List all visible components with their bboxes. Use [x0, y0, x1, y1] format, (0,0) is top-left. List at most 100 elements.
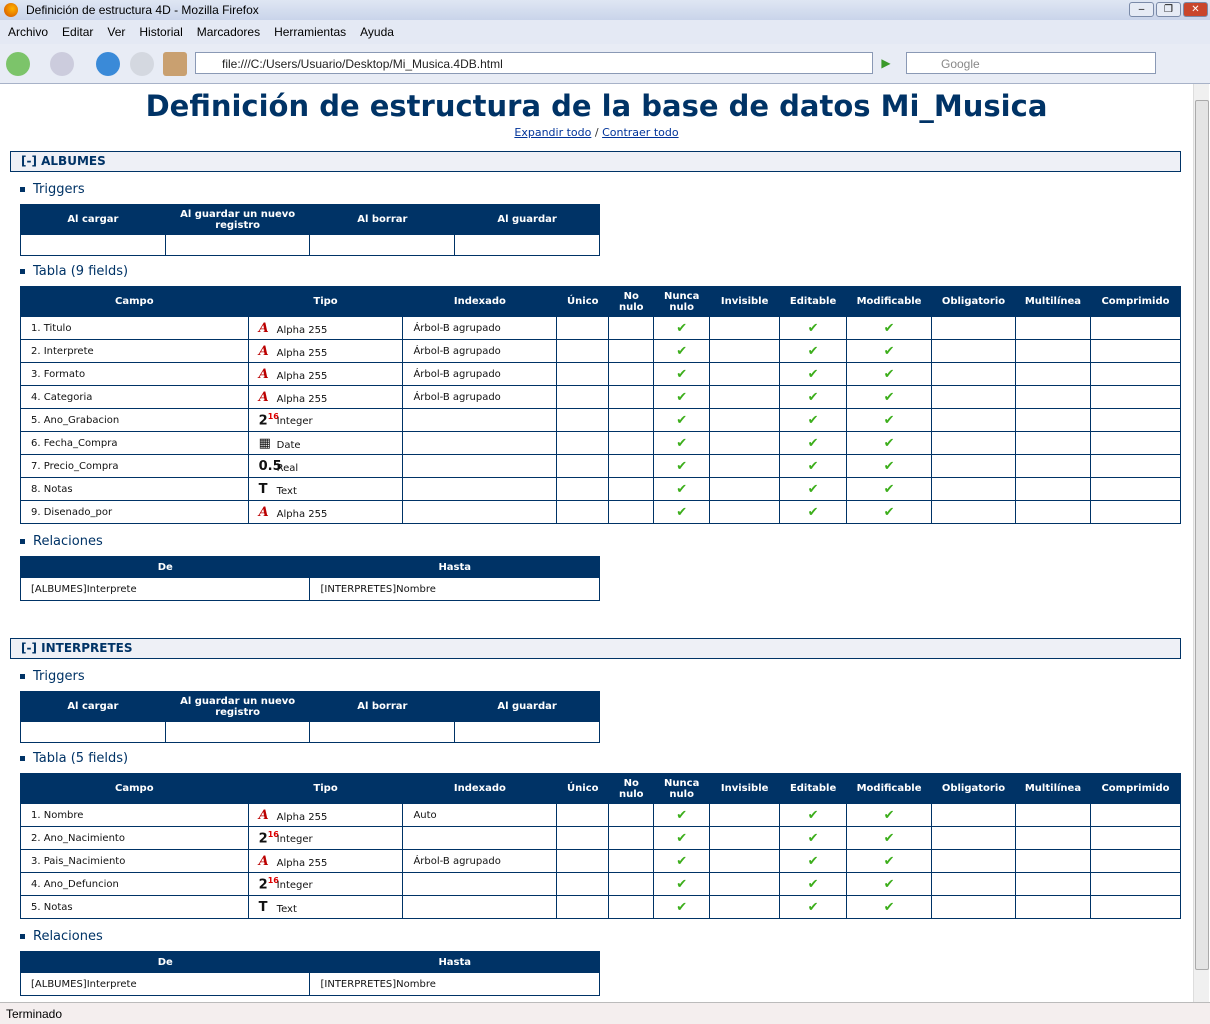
field-index [402, 454, 558, 478]
empty-cell [931, 385, 1016, 409]
maximize-button[interactable]: ❐ [1156, 2, 1181, 17]
menu-herramientas[interactable]: Herramientas [274, 25, 347, 39]
fields-heading: Tabla (5 fields) [20, 751, 128, 766]
url-input[interactable]: file:///C:/Users/Usuario/Desktop/Mi_Musi… [195, 52, 873, 74]
empty-cell [931, 408, 1016, 432]
search-input[interactable]: Google [906, 52, 1156, 74]
field-header: Modificable [846, 773, 933, 804]
scrollbar-thumb[interactable] [1195, 100, 1209, 970]
reload-icon[interactable] [96, 52, 120, 76]
table-section-header[interactable]: [-] ALBUMES [10, 151, 1181, 172]
empty-cell [1089, 454, 1182, 478]
field-type: 0.5Real [247, 454, 404, 478]
fields-label: Tabla (5 fields) [33, 751, 129, 766]
stop-icon[interactable] [130, 52, 154, 76]
empty-cell [556, 454, 610, 478]
checkmark-icon: ✔ [653, 431, 711, 455]
field-type-label: Integer [276, 879, 313, 891]
empty-cell [709, 826, 781, 850]
empty-cell [1089, 362, 1182, 386]
checkmark-icon: ✔ [779, 477, 848, 501]
minimize-button[interactable]: – [1129, 2, 1154, 17]
checkmark-icon: ✔ [846, 477, 933, 501]
empty-cell [709, 895, 781, 919]
relation-row: [ALBUMES]Interprete [INTERPRETES]Nombre [19, 972, 600, 996]
relation-header: Hasta [309, 556, 600, 578]
field-header: Único [556, 773, 610, 804]
empty-cell [1014, 408, 1091, 432]
menu-archivo[interactable]: Archivo [8, 25, 49, 39]
empty-cell [709, 316, 781, 340]
empty-cell [608, 339, 655, 363]
empty-cell [556, 500, 610, 524]
field-header: Nunca nulo [653, 773, 711, 804]
table-section-header[interactable]: [-] INTERPRETES [10, 638, 1181, 659]
menu-editar[interactable]: Editar [62, 25, 94, 39]
field-header: Campo [20, 773, 249, 804]
field-row: 4. Ano_Defuncion 216Integer ✔ ✔ ✔ [20, 872, 1182, 896]
trigger-cell [20, 234, 166, 256]
field-type: A Alpha 255 [247, 362, 404, 386]
empty-cell [931, 316, 1016, 340]
field-index: Árbol-B agrupado [402, 385, 558, 409]
back-icon[interactable] [6, 52, 30, 76]
trigger-header: Al guardar [454, 204, 600, 235]
empty-cell [1089, 339, 1182, 363]
trigger-header: Al guardar un nuevo registro [164, 204, 311, 235]
field-type-label: Alpha 255 [276, 811, 328, 823]
separator: / [594, 126, 599, 139]
menu-ver[interactable]: Ver [107, 25, 126, 39]
firefox-icon [4, 3, 18, 17]
expand-all-link[interactable]: Expandir todo [514, 126, 592, 139]
empty-cell [1014, 454, 1091, 478]
empty-cell [608, 477, 655, 501]
window-titlebar: Definición de estructura 4D - Mozilla Fi… [0, 0, 1210, 20]
field-name: 1. Nombre [20, 803, 249, 827]
fields-heading: Tabla (9 fields) [20, 264, 128, 279]
field-header: No nulo [608, 773, 655, 804]
empty-cell [709, 362, 781, 386]
menu-ayuda[interactable]: Ayuda [360, 25, 394, 39]
alpha-type-icon: A [258, 853, 269, 869]
home-icon[interactable] [163, 52, 187, 76]
empty-cell [556, 895, 610, 919]
forward-icon[interactable] [50, 52, 74, 76]
empty-cell [1014, 431, 1091, 455]
checkmark-icon: ✔ [846, 362, 933, 386]
relations-label: Relaciones [33, 929, 103, 944]
field-row: 5. Notas T Text ✔ ✔ ✔ [20, 895, 1182, 919]
menu-marcadores[interactable]: Marcadores [196, 25, 261, 39]
field-row: 6. Fecha_Compra ▦ Date ✔ ✔ ✔ [20, 431, 1182, 455]
go-icon[interactable]: ▶ [881, 56, 891, 70]
checkmark-icon: ✔ [779, 826, 848, 850]
trigger-row [20, 234, 600, 256]
text-type-icon: T [258, 899, 268, 915]
checkmark-icon: ✔ [653, 895, 711, 919]
empty-cell [931, 500, 1016, 524]
field-row: 2. Ano_Nacimiento 216Integer ✔ ✔ ✔ [20, 826, 1182, 850]
empty-cell [1089, 826, 1182, 850]
checkmark-icon: ✔ [779, 895, 848, 919]
empty-cell [709, 339, 781, 363]
menu-historial[interactable]: Historial [139, 25, 183, 39]
checkmark-icon: ✔ [653, 362, 711, 386]
empty-cell [1089, 872, 1182, 896]
empty-cell [556, 826, 610, 850]
vertical-scrollbar[interactable] [1193, 84, 1209, 1002]
field-name: 1. Titulo [20, 316, 249, 340]
relation-to: [INTERPRETES]Nombre [309, 577, 600, 601]
checkmark-icon: ✔ [653, 385, 711, 409]
empty-cell [1089, 895, 1182, 919]
menu-bar: Archivo Editar Ver Historial Marcadores Herra… [0, 20, 1210, 44]
collapse-all-link[interactable]: Contraer todo [602, 126, 679, 139]
checkmark-icon: ✔ [779, 362, 848, 386]
checkmark-icon: ✔ [653, 316, 711, 340]
field-row: 3. Formato A Alpha 255 Árbol-B agrupado ✔ ✔ ✔ [20, 362, 1182, 386]
empty-cell [608, 454, 655, 478]
empty-cell [1014, 477, 1091, 501]
close-button[interactable]: ✕ [1183, 2, 1208, 17]
empty-cell [608, 826, 655, 850]
empty-cell [556, 477, 610, 501]
field-type-label: Text [276, 903, 297, 915]
relations-label: Relaciones [33, 534, 103, 549]
